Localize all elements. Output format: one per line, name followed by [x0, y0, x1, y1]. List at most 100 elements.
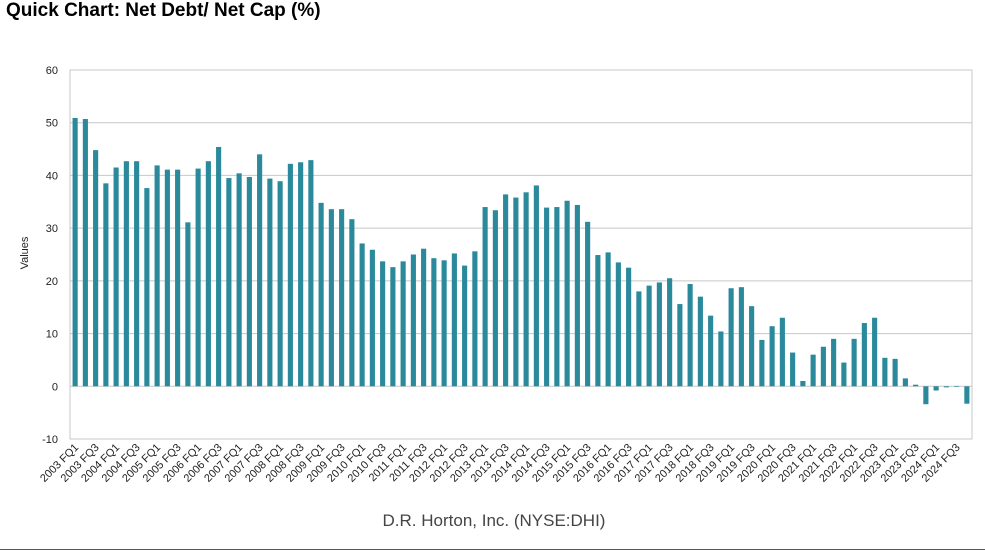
- bar: [779, 317, 785, 387]
- bar: [513, 197, 519, 387]
- bar: [328, 209, 334, 387]
- bar: [82, 119, 88, 387]
- bar: [421, 248, 427, 387]
- bar: [615, 262, 621, 387]
- bar: [851, 338, 857, 387]
- bar: [841, 362, 847, 387]
- bar: [708, 315, 714, 387]
- bar: [236, 173, 242, 387]
- bar: [339, 209, 345, 387]
- x-axis-label: D.R. Horton, Inc. (NYSE:DHI): [383, 511, 606, 530]
- bar: [749, 306, 755, 387]
- bar: [492, 210, 498, 387]
- y-tick-label: 20: [46, 276, 58, 288]
- bar: [646, 285, 652, 387]
- bar: [380, 261, 386, 387]
- bar: [564, 200, 570, 387]
- bar: [123, 161, 129, 387]
- y-tick-label: 40: [46, 170, 58, 182]
- bar: [533, 185, 539, 387]
- bar: [554, 207, 560, 387]
- bar: [882, 357, 888, 387]
- bar: [697, 296, 703, 387]
- bar: [451, 253, 457, 387]
- bar: [759, 339, 765, 387]
- bar: [892, 358, 898, 387]
- bar: [267, 178, 273, 387]
- y-axis-label: Values: [19, 236, 31, 269]
- bar: [277, 181, 283, 387]
- bar: [400, 261, 406, 387]
- y-tick-label: -10: [42, 434, 58, 446]
- bar: [810, 354, 816, 387]
- bar: [431, 258, 437, 387]
- bar: [605, 252, 611, 387]
- bar: [503, 194, 509, 387]
- bar: [103, 183, 109, 387]
- chart-title: Quick Chart: Net Debt/ Net Cap (%): [6, 0, 321, 21]
- bar: [185, 222, 191, 387]
- bar: [154, 165, 160, 387]
- bar: [113, 167, 119, 387]
- bar: [656, 282, 662, 387]
- bar: [954, 386, 960, 387]
- bar: [913, 384, 919, 387]
- bar: [462, 265, 468, 387]
- bar: [257, 154, 263, 387]
- bar: [216, 146, 222, 387]
- bar: [800, 381, 806, 387]
- bar: [687, 284, 693, 387]
- bar: [134, 161, 140, 387]
- bar: [790, 352, 796, 387]
- bar: [226, 178, 232, 387]
- bar: [246, 177, 252, 387]
- y-tick-label: 60: [46, 65, 58, 77]
- bar: [738, 287, 744, 387]
- bar: [574, 204, 580, 387]
- plot-frame: [69, 69, 973, 440]
- y-tick-label: 0: [52, 381, 58, 393]
- y-axis: -10 0 10 20 30 40 50 60: [42, 65, 58, 446]
- bar: [820, 346, 826, 387]
- bar: [544, 207, 550, 387]
- bar: [718, 331, 724, 387]
- bar: [144, 188, 150, 387]
- bar: [677, 304, 683, 387]
- bar: [205, 161, 211, 387]
- bar: [195, 168, 201, 387]
- bar: [318, 202, 324, 387]
- bar: [872, 317, 878, 387]
- bar: [626, 267, 632, 387]
- bar: [667, 278, 673, 387]
- bar: [472, 251, 478, 387]
- y-tick-label: 30: [46, 223, 58, 235]
- bar: [390, 267, 396, 387]
- bar: [349, 219, 355, 387]
- bar: [831, 338, 837, 387]
- y-tick-label: 50: [46, 118, 58, 130]
- bar: [585, 221, 591, 387]
- bar: [964, 386, 970, 404]
- bar: [298, 162, 304, 387]
- bar: [923, 386, 929, 405]
- bar: [93, 150, 99, 387]
- grid-lines: [69, 69, 973, 440]
- bar: [636, 291, 642, 387]
- bar: [861, 323, 867, 387]
- bars: [72, 117, 970, 405]
- y-tick-label: 10: [46, 329, 58, 341]
- bar: [410, 254, 416, 387]
- bottom-divider: [0, 549, 985, 550]
- bar: [943, 386, 949, 388]
- bar: [933, 386, 939, 391]
- bar: [359, 243, 365, 387]
- bar: [441, 260, 447, 387]
- bar: [482, 207, 488, 387]
- bar: [523, 192, 529, 387]
- bar: [769, 326, 775, 387]
- bar: [287, 163, 293, 387]
- bar: [164, 169, 170, 387]
- bar: [175, 169, 181, 387]
